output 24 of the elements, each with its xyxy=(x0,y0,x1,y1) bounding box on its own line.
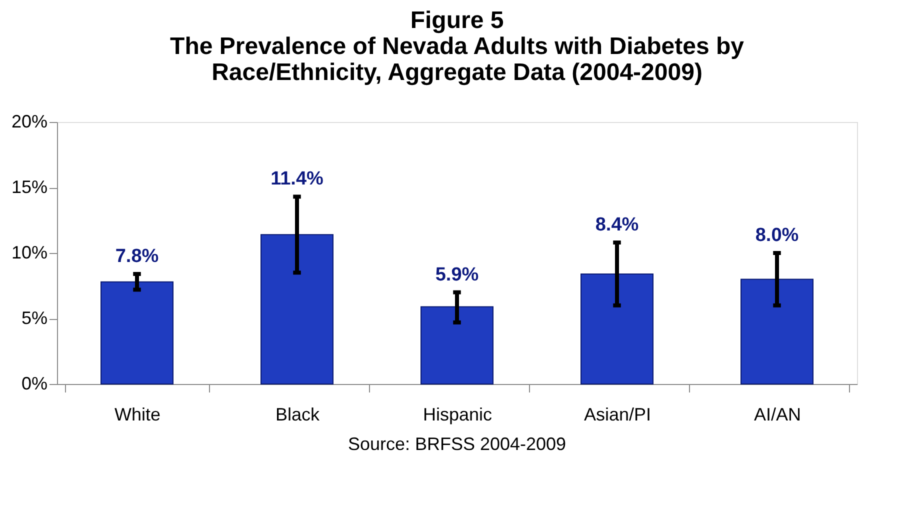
text: Race/Ethnicity, Aggregate Data (2004-2009) xyxy=(212,59,702,86)
x-tick-label: Black xyxy=(275,404,321,424)
x-tick-label: Asian/PI xyxy=(584,404,652,424)
data-label: 8.4% xyxy=(595,214,639,236)
bar xyxy=(260,234,334,384)
y-tick-label: 5% xyxy=(21,308,48,328)
y-tick-label: 20% xyxy=(11,112,48,132)
y-tick-label: 0% xyxy=(21,374,48,394)
bar xyxy=(100,281,174,384)
bar xyxy=(740,278,814,384)
bar xyxy=(580,273,654,384)
y-tick-label: 15% xyxy=(11,177,48,197)
source-note: Source: BRFSS 2004-2009 xyxy=(348,434,566,454)
y-tick-label: 10% xyxy=(11,242,48,262)
bar xyxy=(420,306,494,384)
x-tick-label: AI/AN xyxy=(754,404,802,424)
text: The Prevalence of Nevada Adults with Diabetes by xyxy=(170,33,744,60)
x-tick-label: Hispanic xyxy=(422,404,492,424)
text: Figure 5 xyxy=(410,7,504,34)
data-label: 7.8% xyxy=(115,246,159,267)
data-label: 8.0% xyxy=(755,225,799,246)
data-label: 11.4% xyxy=(270,168,324,190)
data-label: 5.9% xyxy=(435,264,479,286)
x-tick-label: White xyxy=(114,404,161,424)
